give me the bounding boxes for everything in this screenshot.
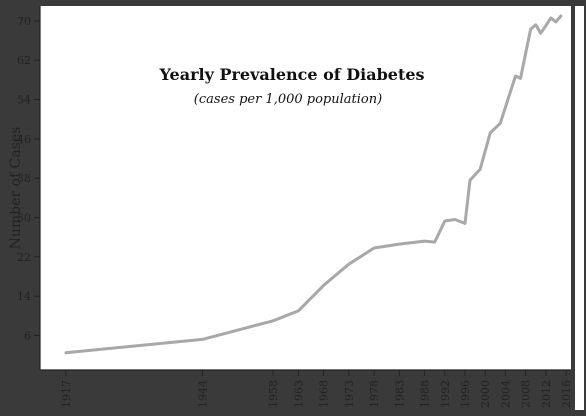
y-tick-label: 14 [17, 290, 31, 303]
x-axis-ticks: 1917 1944 1958 1963 1968 1973 1978 1983 1988 1992… [60, 370, 573, 408]
x-tick-label: 1944 [196, 380, 209, 408]
x-tick-label: 2012 [540, 380, 553, 408]
y-tick-label: 30 [17, 212, 31, 225]
y-tick-label: 38 [17, 172, 31, 185]
x-tick-label: 1978 [368, 380, 381, 408]
y-tick-label: 62 [17, 54, 31, 67]
y-axis-label: Number of Cases [8, 127, 24, 250]
chart-subtitle: (cases per 1,000 population) [194, 92, 382, 107]
x-tick-label: 1992 [439, 380, 452, 408]
y-axis-ticks: 6 14 22 30 38 46 54 62 70 [17, 15, 40, 343]
x-tick-label: 2008 [520, 380, 533, 408]
x-tick-label: 1958 [267, 380, 280, 408]
chart-title: Yearly Prevalence of Diabetes [158, 65, 424, 84]
y-tick-label: 70 [17, 15, 31, 28]
series-layer [64, 14, 563, 355]
x-tick-label: 1988 [419, 380, 432, 408]
x-tick-label: 1968 [318, 380, 331, 408]
x-tick-label: 2016 [560, 380, 573, 408]
y-tick-label: 6 [24, 330, 31, 343]
y-tick-label: 54 [17, 94, 31, 107]
x-tick-label: 1983 [393, 380, 406, 408]
x-tick-label: 1963 [292, 380, 305, 408]
y-tick-label: 46 [17, 133, 31, 146]
x-tick-label: 1917 [60, 380, 73, 408]
x-tick-label: 2004 [499, 380, 512, 408]
series-line [64, 14, 563, 355]
x-tick-label: 1973 [343, 380, 356, 408]
plot-background [40, 6, 571, 370]
y-tick-label: 22 [17, 251, 31, 264]
x-tick-label: 2000 [479, 380, 492, 408]
right-strip [575, 6, 584, 410]
x-tick-label: 1996 [459, 380, 472, 408]
